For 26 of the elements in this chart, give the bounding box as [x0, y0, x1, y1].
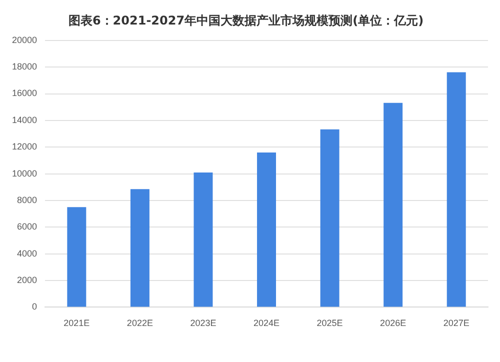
y-tick-label: 18000 [12, 62, 38, 72]
x-tick-label: 2024E [254, 318, 280, 328]
y-tick-label: 6000 [16, 222, 38, 232]
x-tick-label: 2021E [64, 318, 90, 328]
x-tick-label: 2023E [190, 318, 216, 328]
bar [194, 172, 213, 307]
chart-title: 图表6：2021-2027年中国大数据产业市场规模预测(单位：亿元) [68, 13, 424, 28]
y-tick-label: 16000 [12, 88, 38, 98]
bar [67, 207, 86, 307]
x-tick-label: 2027E [443, 318, 470, 328]
bar [446, 72, 466, 307]
y-tick-label: 2000 [16, 275, 38, 286]
y-tick-label: 12000 [12, 142, 38, 152]
y-tick-label: 4000 [16, 248, 38, 258]
y-tick-label: 0 [32, 302, 38, 312]
x-tick-label: 2022E [126, 318, 153, 328]
bar [320, 129, 340, 307]
y-tick-label: 8000 [16, 194, 38, 205]
x-tick-label: 2025E [316, 318, 343, 328]
y-tick-label: 14000 [12, 114, 38, 125]
x-tick-label: 2026E [380, 318, 406, 328]
bar [384, 102, 403, 307]
y-tick-label: 10000 [12, 168, 38, 178]
bar [130, 189, 150, 307]
bar [257, 152, 276, 307]
y-tick-label: 20000 [12, 34, 38, 45]
